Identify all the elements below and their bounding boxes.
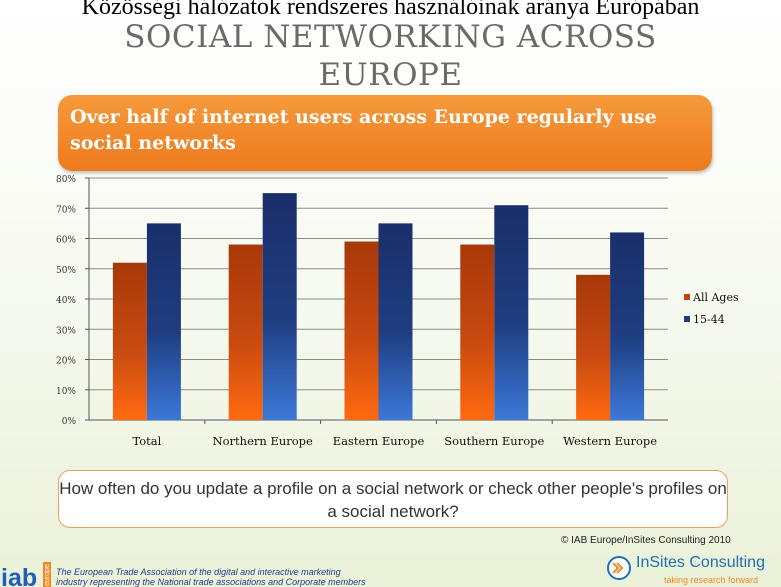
bar-chart: 0% 10% 20% 30% 40% 50% 60% 70% 80% Total Northern … <box>56 175 739 448</box>
footer-text: The European Trade Association of the di… <box>56 567 366 587</box>
bar-15-44 <box>494 205 529 420</box>
question-box: How often do you update a profile on a s… <box>58 470 728 528</box>
y-tick-label: 10% <box>56 387 76 397</box>
bar-all-ages <box>228 244 263 420</box>
chart-labels: 0% 10% 20% 30% 40% 50% 60% 70% 80% Total Northern … <box>56 175 657 448</box>
y-tick-label: 30% <box>56 326 76 336</box>
bar-all-ages <box>344 241 379 420</box>
y-tick-label: 20% <box>56 357 76 367</box>
chart-legend: All Ages 15-44 <box>684 291 739 326</box>
y-tick-label: 0% <box>62 417 77 427</box>
iab-logo-side: europe <box>44 564 51 586</box>
iab-logo: iab europe <box>1 562 51 587</box>
bar-15-44 <box>146 223 181 420</box>
bar-all-ages <box>576 274 611 420</box>
x-tick-label: Northern Europe <box>213 434 313 448</box>
bar-15-44 <box>262 193 297 420</box>
bar-15-44 <box>378 223 413 420</box>
bar-all-ages <box>112 262 147 420</box>
legend-label: All Ages <box>692 291 739 304</box>
x-tick-label: Southern Europe <box>444 434 544 448</box>
copyright-text: © IAB Europe/InSites Consulting 2010 <box>561 535 731 546</box>
y-tick-label: 70% <box>56 205 76 215</box>
insites-tagline: taking research forward <box>664 575 759 585</box>
headline-banner: Over half of internet users across Europ… <box>58 95 712 171</box>
legend-swatch <box>684 294 690 300</box>
x-tick-label: Western Europe <box>563 434 657 448</box>
x-tick-label: Total <box>132 434 161 448</box>
y-tick-label: 60% <box>56 236 76 246</box>
insites-name: InSites Consulting <box>636 554 765 571</box>
bar-all-ages <box>460 244 495 420</box>
iab-logo-letters: iab <box>1 564 37 587</box>
legend-label: 15-44 <box>693 313 725 326</box>
top-caption: Közösségi hálózatok rendszeres használói… <box>81 0 700 20</box>
x-tick-label: Eastern Europe <box>333 434 425 448</box>
slide-title-line2: EUROPE <box>318 57 463 93</box>
slide-title-line1: SOCIAL NETWORKING ACROSS <box>124 19 657 55</box>
y-tick-label: 40% <box>56 296 76 306</box>
y-tick-label: 50% <box>56 266 76 276</box>
footer-line1: The European Trade Association of the di… <box>56 567 341 577</box>
bar-15-44 <box>610 232 645 420</box>
y-tick-label: 80% <box>56 175 76 185</box>
footer-line2: industry representing the National trade… <box>56 577 366 587</box>
slide-title: SOCIAL NETWORKING ACROSS EUROPE <box>0 18 781 94</box>
legend-swatch <box>684 316 690 322</box>
chart-bars <box>112 193 645 420</box>
insites-logo-icon <box>607 556 631 580</box>
